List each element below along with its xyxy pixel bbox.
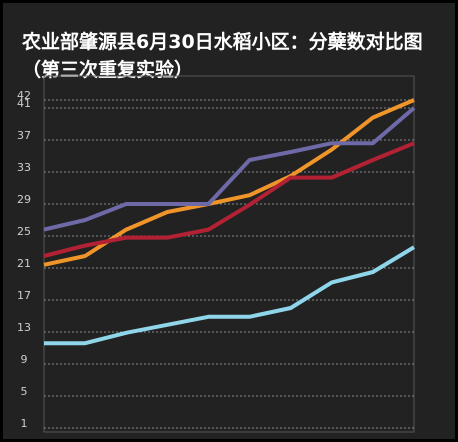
series-line	[43, 106, 416, 232]
y-tick-label: 21	[17, 257, 31, 270]
title-box: 农业部肇源县6月30日水稻小区：分蘖数对比图（第三次重复实验）	[22, 31, 423, 81]
y-tick-label: 13	[17, 321, 31, 334]
y-tick-label: 41	[17, 97, 31, 110]
series-line	[44, 245, 416, 346]
y-tick-label: 17	[17, 289, 31, 302]
y-tick-label: 37	[17, 129, 31, 142]
y-tick-label: 33	[17, 161, 31, 174]
y-tick-label: 42	[17, 89, 31, 102]
series-line	[43, 141, 415, 258]
y-tick-label: 29	[17, 193, 31, 206]
y-tick-label: 5	[21, 385, 28, 398]
y-tick-label: 9	[21, 353, 28, 366]
y-tick-label: 25	[17, 225, 31, 238]
y-tick-label: 1	[21, 417, 28, 430]
